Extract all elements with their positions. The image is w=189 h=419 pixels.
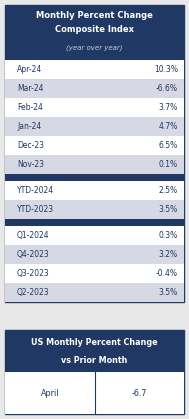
Text: YTD-2024: YTD-2024 xyxy=(17,186,54,195)
Text: Jan-24: Jan-24 xyxy=(17,122,41,131)
Bar xyxy=(5,5,184,302)
Text: 4.7%: 4.7% xyxy=(159,122,178,131)
Text: YTD-2023: YTD-2023 xyxy=(17,205,54,214)
Text: Feb-24: Feb-24 xyxy=(17,103,43,112)
Bar xyxy=(5,372,184,414)
Text: Dec-23: Dec-23 xyxy=(17,141,44,150)
Text: Composite Index: Composite Index xyxy=(55,25,134,34)
Text: 3.5%: 3.5% xyxy=(159,288,178,297)
Text: Q4-2023: Q4-2023 xyxy=(17,250,50,259)
Text: 3.2%: 3.2% xyxy=(159,250,178,259)
Text: (year over year): (year over year) xyxy=(66,45,123,51)
Bar xyxy=(5,155,184,174)
Text: Monthly Percent Change: Monthly Percent Change xyxy=(36,11,153,21)
Text: 2.5%: 2.5% xyxy=(159,186,178,195)
Text: 10.3%: 10.3% xyxy=(154,65,178,74)
Text: vs Prior Month: vs Prior Month xyxy=(61,356,128,365)
Bar xyxy=(5,181,184,200)
Bar xyxy=(5,98,184,117)
Text: 6.5%: 6.5% xyxy=(159,141,178,150)
Text: Q3-2023: Q3-2023 xyxy=(17,269,50,278)
Text: 3.5%: 3.5% xyxy=(159,205,178,214)
Bar xyxy=(5,245,184,264)
Text: 3.7%: 3.7% xyxy=(159,103,178,112)
Text: -0.4%: -0.4% xyxy=(156,269,178,278)
Bar xyxy=(5,136,184,155)
Bar xyxy=(5,79,184,98)
Bar xyxy=(5,174,184,181)
Text: Q2-2023: Q2-2023 xyxy=(17,288,50,297)
Bar xyxy=(5,330,184,414)
Text: 0.3%: 0.3% xyxy=(159,231,178,240)
Bar xyxy=(5,219,184,226)
Text: 0.1%: 0.1% xyxy=(159,160,178,169)
Bar xyxy=(5,264,184,283)
Bar xyxy=(5,330,184,372)
Text: Q1-2024: Q1-2024 xyxy=(17,231,50,240)
Bar xyxy=(5,117,184,136)
Text: -6.6%: -6.6% xyxy=(156,84,178,93)
Text: -6.7: -6.7 xyxy=(132,388,147,398)
Text: Nov-23: Nov-23 xyxy=(17,160,44,169)
Bar xyxy=(5,283,184,302)
Text: Apr-24: Apr-24 xyxy=(17,65,42,74)
Bar xyxy=(5,60,184,79)
Text: April: April xyxy=(40,388,59,398)
Bar xyxy=(5,200,184,219)
Text: Mar-24: Mar-24 xyxy=(17,84,43,93)
Bar xyxy=(5,226,184,245)
Text: US Monthly Percent Change: US Monthly Percent Change xyxy=(31,338,158,347)
Bar xyxy=(5,5,184,60)
